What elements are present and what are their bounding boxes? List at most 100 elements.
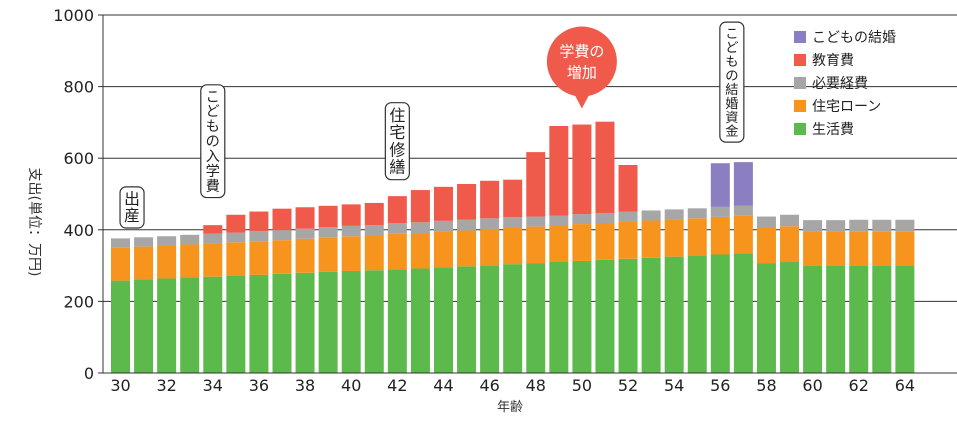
annotation-box: [384, 102, 410, 181]
bar-segment: [710, 163, 730, 207]
bar-segment: [433, 231, 453, 268]
x-tick-label: 64: [895, 376, 915, 395]
bar-segment: [295, 207, 315, 229]
bar-segment: [526, 152, 546, 217]
bar-segment: [572, 224, 592, 261]
bar-segment: [895, 231, 915, 266]
bar-segment: [895, 219, 915, 232]
bar-segment: [226, 214, 246, 233]
bar-segment: [618, 221, 638, 259]
x-axis-label: 年齢: [497, 400, 523, 415]
bar-segment: [134, 279, 154, 373]
legend-label: 住宅ローン: [812, 99, 881, 115]
legend-label: こどもの結婚: [812, 30, 896, 46]
bar-segment: [572, 124, 592, 215]
x-tick-label: 60: [802, 376, 822, 395]
bar-segment: [803, 231, 823, 266]
x-tick-label: 62: [849, 376, 869, 395]
bar-segment: [272, 240, 292, 274]
bar-segment: [341, 236, 361, 271]
bar-segment: [549, 125, 569, 216]
bar-segment: [203, 225, 223, 234]
bar-segment: [249, 274, 269, 373]
bar-segment: [480, 265, 500, 373]
bar-segment: [249, 211, 269, 232]
bar-segment: [341, 270, 361, 373]
annotation-char: ど: [206, 103, 220, 120]
annotation-char: も: [206, 118, 220, 135]
y-tick-label: 600: [63, 149, 94, 168]
y-tick-labels: 0 200 400 600 800 1000: [53, 6, 94, 383]
bar-segment: [318, 227, 338, 238]
bar-segment: [272, 230, 292, 241]
annotation-box: [719, 21, 745, 143]
bar-segment: [756, 263, 776, 373]
bar-segment: [872, 219, 892, 232]
bar-segment: [756, 216, 776, 229]
bar-segment: [503, 264, 523, 373]
bar-segment: [849, 265, 869, 373]
bar-segment: [341, 204, 361, 226]
annotation-char: ど: [725, 40, 738, 56]
bubble-text: 学費の: [559, 43, 604, 61]
bar-segment: [780, 262, 800, 373]
bar-segment: [157, 236, 177, 246]
bar-segment: [457, 219, 477, 231]
bubble-text: 増加: [567, 64, 597, 82]
bar-segment: [526, 216, 546, 227]
x-tick-label: 56: [710, 376, 730, 395]
bar-segment: [272, 208, 292, 231]
bar-segment: [387, 269, 407, 373]
bar-segment: [526, 263, 546, 373]
x-tick-label: 30: [110, 376, 130, 395]
bar-segment: [364, 235, 384, 271]
bar-segment: [710, 206, 730, 217]
legend-label: 必要経費: [812, 76, 868, 92]
bar-segment: [733, 253, 753, 373]
annotation-char: 結: [725, 82, 738, 98]
x-tick-label: 32: [156, 376, 176, 395]
bar-segment: [664, 219, 684, 257]
bar-segment: [572, 260, 592, 373]
x-tick-label: 46: [479, 376, 499, 395]
bar-segment: [410, 233, 430, 269]
bar-segment: [733, 162, 753, 206]
bar-segment: [618, 211, 638, 222]
bar-segment: [387, 196, 407, 223]
x-tick-label: 44: [433, 376, 453, 395]
bar-segment: [364, 225, 384, 236]
bar-segment: [549, 215, 569, 226]
bar-segment: [410, 268, 430, 373]
bar-segment: [849, 219, 869, 232]
bar-segment: [826, 220, 846, 232]
bar-segment: [872, 265, 892, 373]
bar-segment: [318, 271, 338, 373]
bar-segment: [895, 265, 915, 373]
annotation-char: 出: [124, 190, 140, 209]
bars-group: [111, 121, 915, 373]
y-tick-label: 400: [63, 221, 94, 240]
annotation-char: 費: [206, 178, 220, 195]
bar-segment: [134, 246, 154, 280]
bar-segment: [272, 273, 292, 373]
x-tick-label: 40: [341, 376, 361, 395]
y-tick-label: 200: [63, 292, 94, 311]
bar-segment: [157, 278, 177, 373]
x-tick-label: 48: [526, 376, 546, 395]
bar-segment: [480, 229, 500, 266]
annotation-char: こ: [725, 27, 738, 42]
bar-segment: [364, 202, 384, 226]
legend-swatch: [794, 54, 806, 66]
bar-segment: [618, 165, 638, 212]
bar-segment: [364, 270, 384, 373]
y-tick-label: 800: [63, 78, 94, 97]
legend-label: 教育費: [812, 53, 854, 69]
bar-segment: [618, 258, 638, 373]
bar-segment: [111, 280, 130, 373]
bar-segment: [203, 233, 223, 244]
bar-segment: [849, 231, 869, 266]
bar-segment: [433, 267, 453, 373]
y-axis-label: 支出(単位：万円): [26, 168, 42, 277]
bar-segment: [549, 262, 569, 373]
